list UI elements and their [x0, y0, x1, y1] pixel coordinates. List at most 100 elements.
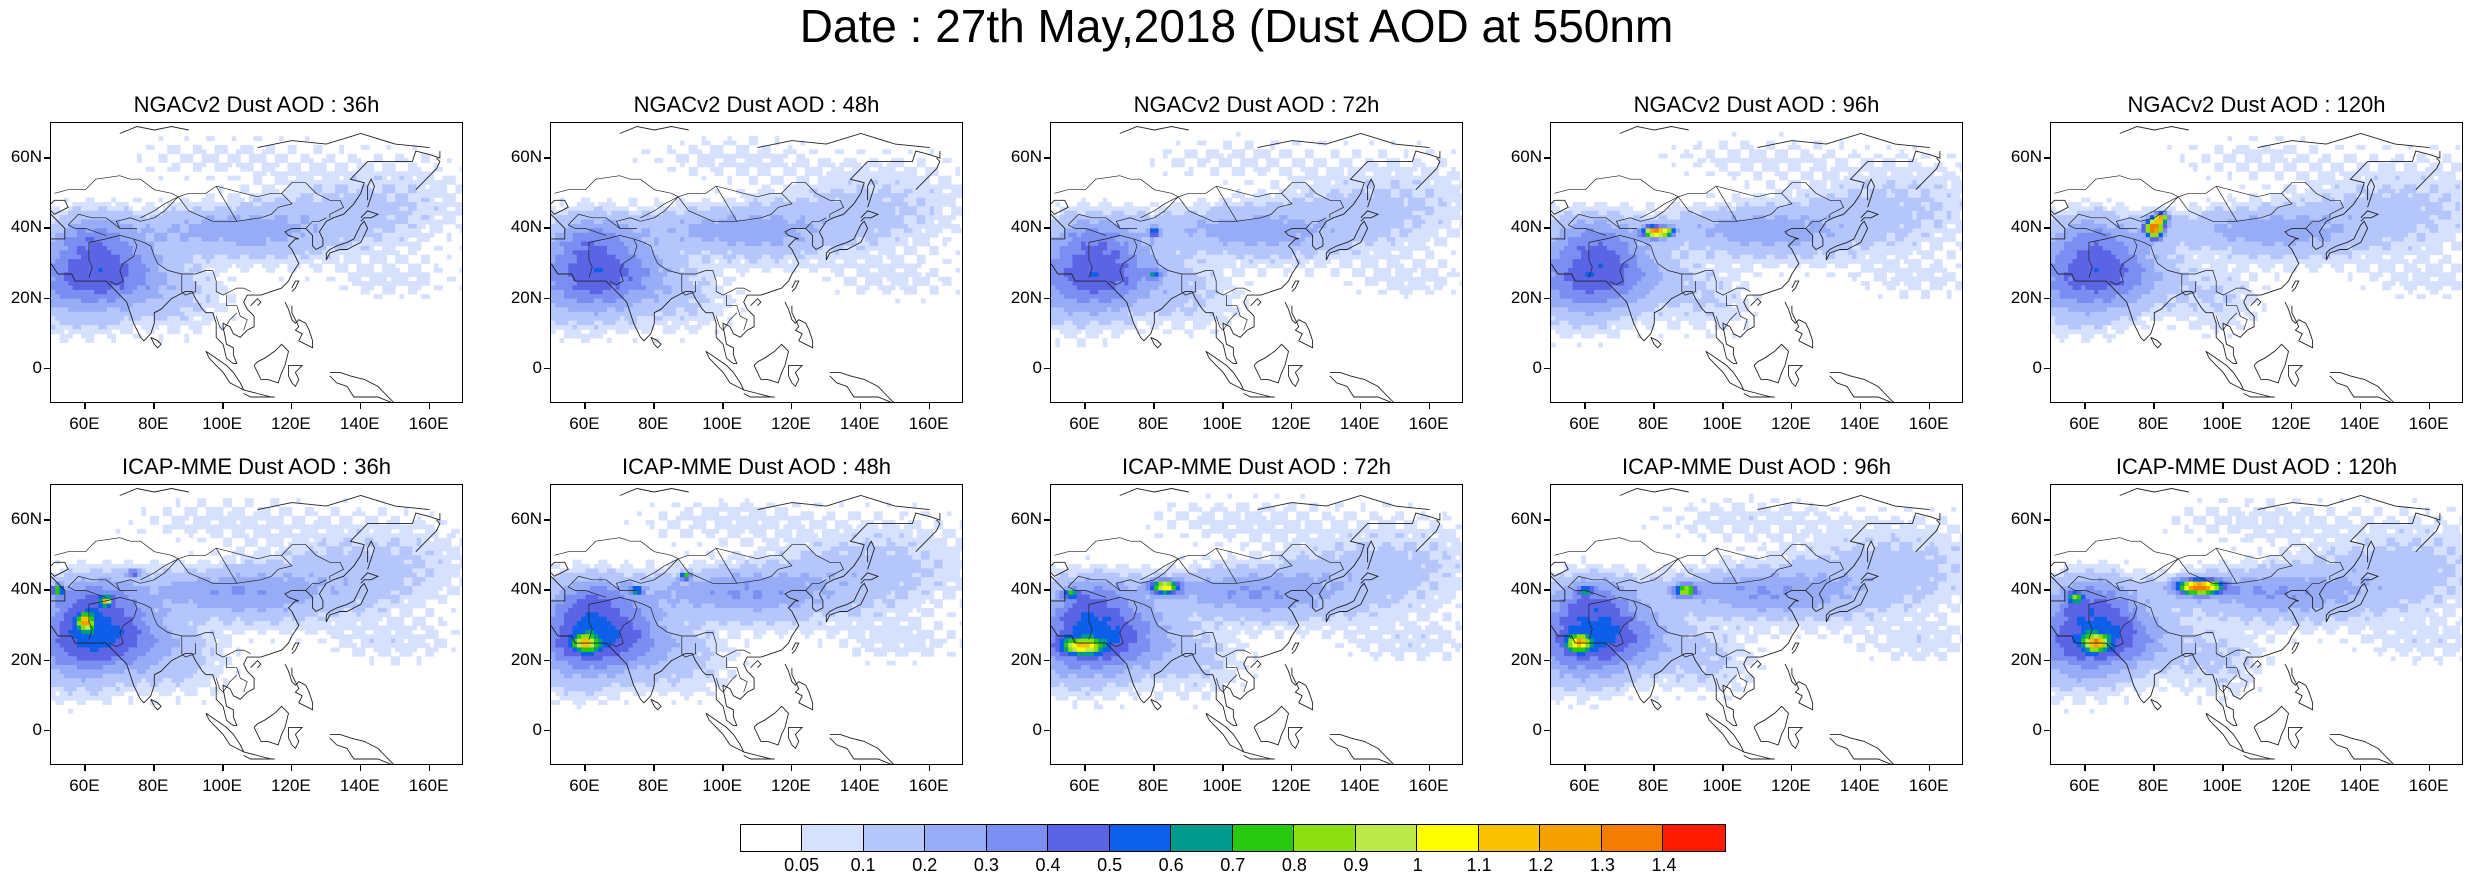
map-panel [1050, 484, 1463, 765]
lat-tick-label: 20N [1992, 289, 2042, 307]
lat-tick [44, 157, 50, 159]
lon-tick-label: 100E [1692, 415, 1752, 433]
panel-title: NGACv2 Dust AOD : 36h [30, 92, 483, 118]
coastline [2289, 365, 2303, 386]
colorbar-label: 0.2 [895, 855, 955, 875]
lon-tick [1791, 765, 1793, 771]
lon-tick [222, 403, 224, 409]
coastline [1330, 372, 1395, 403]
colorbar-swatch [1294, 825, 1355, 851]
lon-tick [2429, 765, 2431, 771]
coastline [1251, 661, 1261, 668]
lat-tick-label: 0 [492, 721, 542, 739]
colorbar-swatch [1110, 825, 1171, 851]
coastline [620, 127, 689, 134]
dust-aod-map [1551, 123, 1963, 403]
coastline [1151, 337, 1161, 348]
colorbar-label: 1.1 [1449, 855, 1509, 875]
coastline [751, 661, 761, 668]
lat-tick [44, 368, 50, 370]
lon-tick-label: 160E [899, 415, 959, 433]
lat-tick [544, 157, 550, 159]
lat-tick [2044, 589, 2050, 591]
lat-tick-label: 0 [1492, 359, 1542, 377]
lon-tick [153, 765, 155, 771]
lat-tick-label: 20N [492, 651, 542, 669]
coastline [1751, 299, 1761, 306]
lon-tick [1429, 765, 1431, 771]
lon-tick [2291, 765, 2293, 771]
coastline [744, 752, 775, 759]
coastline [206, 351, 244, 390]
lat-tick [1044, 519, 1050, 521]
coastline [330, 734, 395, 765]
lat-tick [44, 227, 50, 229]
lon-tick-label: 140E [1830, 777, 1890, 795]
lat-tick-label: 40N [0, 218, 42, 236]
lon-tick [1222, 403, 1224, 409]
coastline [830, 734, 895, 765]
lon-tick-label: 60E [1054, 777, 1114, 795]
lat-tick [1544, 519, 1550, 521]
panel-title: ICAP-MME Dust AOD : 72h [1030, 454, 1483, 480]
lon-tick-label: 60E [1054, 415, 1114, 433]
lon-tick-label: 100E [1692, 777, 1752, 795]
lat-tick-label: 60N [0, 510, 42, 528]
lon-tick [2084, 403, 2086, 409]
coastline [2244, 752, 2275, 759]
lat-tick [44, 519, 50, 521]
coastline [785, 664, 813, 710]
lat-tick-label: 20N [0, 651, 42, 669]
lon-tick-label: 120E [1261, 777, 1321, 795]
lon-tick-label: 120E [261, 777, 321, 795]
colorbar-label: 0.3 [956, 855, 1016, 875]
lon-tick [360, 765, 362, 771]
lon-tick-label: 100E [192, 415, 252, 433]
coastline [2120, 489, 2189, 496]
coastline [2151, 337, 2161, 348]
coastline [1292, 281, 1299, 292]
lon-tick-label: 160E [1899, 415, 1959, 433]
map-panel [2050, 122, 2463, 403]
lon-tick-label: 140E [2330, 415, 2390, 433]
panel-title: NGACv2 Dust AOD : 48h [530, 92, 983, 118]
dust-aod-map [51, 485, 463, 765]
coastline [1744, 752, 1775, 759]
aod-cells [551, 498, 963, 709]
coastline [292, 643, 299, 654]
coastline [120, 489, 189, 496]
coastline [254, 344, 288, 383]
coastline [1789, 365, 1803, 386]
lat-tick-label: 20N [992, 651, 1042, 669]
coastline [1258, 134, 1430, 148]
lon-tick [1929, 403, 1931, 409]
panel-title: NGACv2 Dust AOD : 72h [1030, 92, 1483, 118]
lon-tick-label: 60E [2054, 777, 2114, 795]
coastline [706, 351, 744, 390]
colorbar-label: 0.5 [1080, 855, 1140, 875]
lon-tick [791, 403, 793, 409]
lat-tick [1044, 589, 1050, 591]
panel-title: NGACv2 Dust AOD : 96h [1530, 92, 1983, 118]
coastline [706, 713, 744, 752]
coastline [2289, 727, 2303, 748]
lon-tick-label: 60E [1554, 777, 1614, 795]
lat-tick-label: 60N [492, 148, 542, 166]
colorbar-swatch [987, 825, 1048, 851]
dust-aod-map [551, 485, 963, 765]
lon-tick [1222, 765, 1224, 771]
lon-tick [1429, 403, 1431, 409]
lon-tick-label: 80E [1623, 777, 1683, 795]
lon-tick-label: 120E [2261, 777, 2321, 795]
lon-tick-label: 60E [54, 777, 114, 795]
lon-tick-label: 160E [2399, 777, 2459, 795]
lon-tick [1153, 765, 1155, 771]
lon-tick-label: 60E [54, 415, 114, 433]
lat-tick-label: 0 [992, 359, 1042, 377]
coastline [754, 344, 788, 383]
coastline [1292, 643, 1299, 654]
colorbar-label: 1.3 [1572, 855, 1632, 875]
lon-tick [722, 403, 724, 409]
lat-tick-label: 0 [1992, 721, 2042, 739]
lon-tick-label: 80E [123, 415, 183, 433]
